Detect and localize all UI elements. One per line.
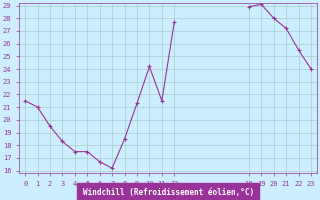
X-axis label: Windchill (Refroidissement éolien,°C): Windchill (Refroidissement éolien,°C) [83,188,254,197]
